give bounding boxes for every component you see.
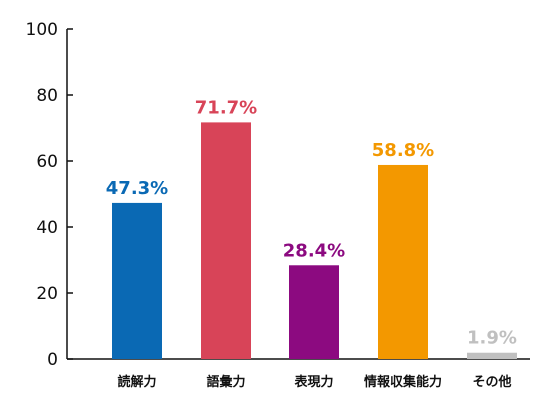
data-label: 1.9% [467, 328, 517, 349]
bar [201, 122, 251, 359]
labels: 47.3% 読解力 71.7% 語彙力 28.4% 表現力 58.8% 情報収集能力 1.9% そ… [106, 97, 517, 390]
x-tick-label: 語彙力 [206, 374, 245, 390]
data-label: 71.7% [195, 97, 257, 118]
x-tick-label: 表現力 [293, 374, 333, 390]
y-tick-label: 60 [36, 152, 58, 172]
bar [112, 202, 162, 359]
y-tick-label: 100 [26, 20, 58, 40]
x-tick-label: 情報収集能力 [364, 374, 442, 390]
y-tick-label: 40 [36, 218, 58, 238]
x-tick-label: その他 [472, 374, 511, 390]
y-tick-label: 0 [47, 350, 58, 370]
y-tick-label: 80 [36, 86, 58, 106]
axes: 0 20 40 60 80 100 [26, 20, 530, 370]
bar [378, 164, 428, 359]
data-label: 58.8% [372, 140, 434, 161]
data-label: 28.4% [283, 240, 345, 261]
bar [467, 352, 517, 359]
data-label: 47.3% [106, 178, 168, 199]
x-tick-label: 読解力 [117, 374, 156, 390]
bars [112, 122, 517, 359]
y-tick-label: 20 [36, 284, 58, 304]
bar [289, 265, 339, 359]
